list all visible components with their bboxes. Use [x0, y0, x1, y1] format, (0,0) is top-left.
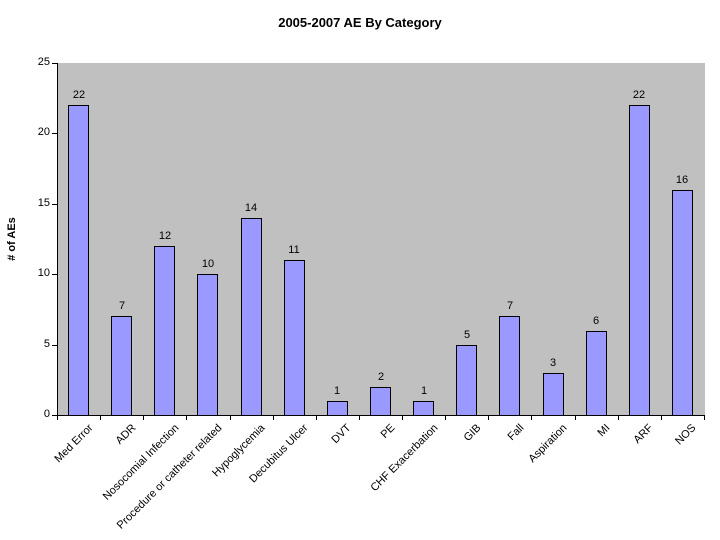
bar [543, 373, 564, 416]
x-tick-mark [359, 416, 360, 420]
x-tick-mark [273, 416, 274, 420]
x-tick-mark [704, 416, 705, 420]
y-tick-label: 20 [37, 126, 50, 138]
bar [241, 218, 262, 416]
bar [413, 401, 434, 416]
bar [154, 246, 175, 416]
x-tick-mark [186, 416, 187, 420]
x-tick-mark [143, 416, 144, 420]
x-tick-mark [488, 416, 489, 420]
bar [68, 105, 89, 416]
x-tick-mark [618, 416, 619, 420]
x-tick-mark [100, 416, 101, 420]
bar-value-label: 1 [420, 385, 428, 397]
x-tick-mark [445, 416, 446, 420]
y-tick-label: 0 [43, 408, 50, 420]
y-tick-label: 10 [37, 267, 50, 279]
bar [629, 105, 650, 416]
x-tick-mark [57, 416, 58, 420]
bar [284, 260, 305, 416]
bar [456, 345, 477, 416]
bar [370, 387, 391, 416]
bar-value-label: 22 [632, 89, 646, 101]
bar-value-label: 2 [377, 371, 385, 383]
x-tick-mark [661, 416, 662, 420]
y-tick-label: 5 [43, 338, 50, 350]
y-tick-mark [52, 415, 57, 416]
bar-value-label: 11 [288, 244, 300, 256]
bar-value-label: 16 [675, 174, 689, 186]
y-tick-label: 25 [37, 56, 50, 68]
bar [111, 316, 132, 416]
bar [499, 316, 520, 416]
bar-value-label: 22 [72, 89, 86, 101]
bar-value-label: 10 [201, 258, 215, 270]
x-tick-mark [230, 416, 231, 420]
y-tick-mark [52, 204, 57, 205]
x-tick-mark [402, 416, 403, 420]
bar [586, 331, 607, 416]
bar-value-label: 6 [592, 315, 600, 327]
chart-title: 2005-2007 AE By Category [278, 15, 442, 30]
bar-value-label: 7 [118, 300, 126, 312]
y-tick-mark [52, 133, 57, 134]
y-tick-mark [52, 345, 57, 346]
x-tick-mark [531, 416, 532, 420]
y-tick-label: 15 [37, 197, 50, 209]
bar-value-label: 14 [244, 202, 258, 214]
y-tick-mark [52, 63, 57, 64]
bar [672, 190, 693, 416]
bar-value-label: 12 [158, 230, 172, 242]
y-tick-mark [52, 274, 57, 275]
bar [197, 274, 218, 416]
x-tick-mark [316, 416, 317, 420]
bar-value-label: 3 [549, 357, 557, 369]
bar [327, 401, 348, 416]
y-axis-title: # of AEs [6, 217, 18, 261]
bar-value-label: 1 [333, 385, 341, 397]
x-tick-mark [575, 416, 576, 420]
bar-value-label: 5 [463, 329, 471, 341]
bar-value-label: 7 [506, 300, 514, 312]
